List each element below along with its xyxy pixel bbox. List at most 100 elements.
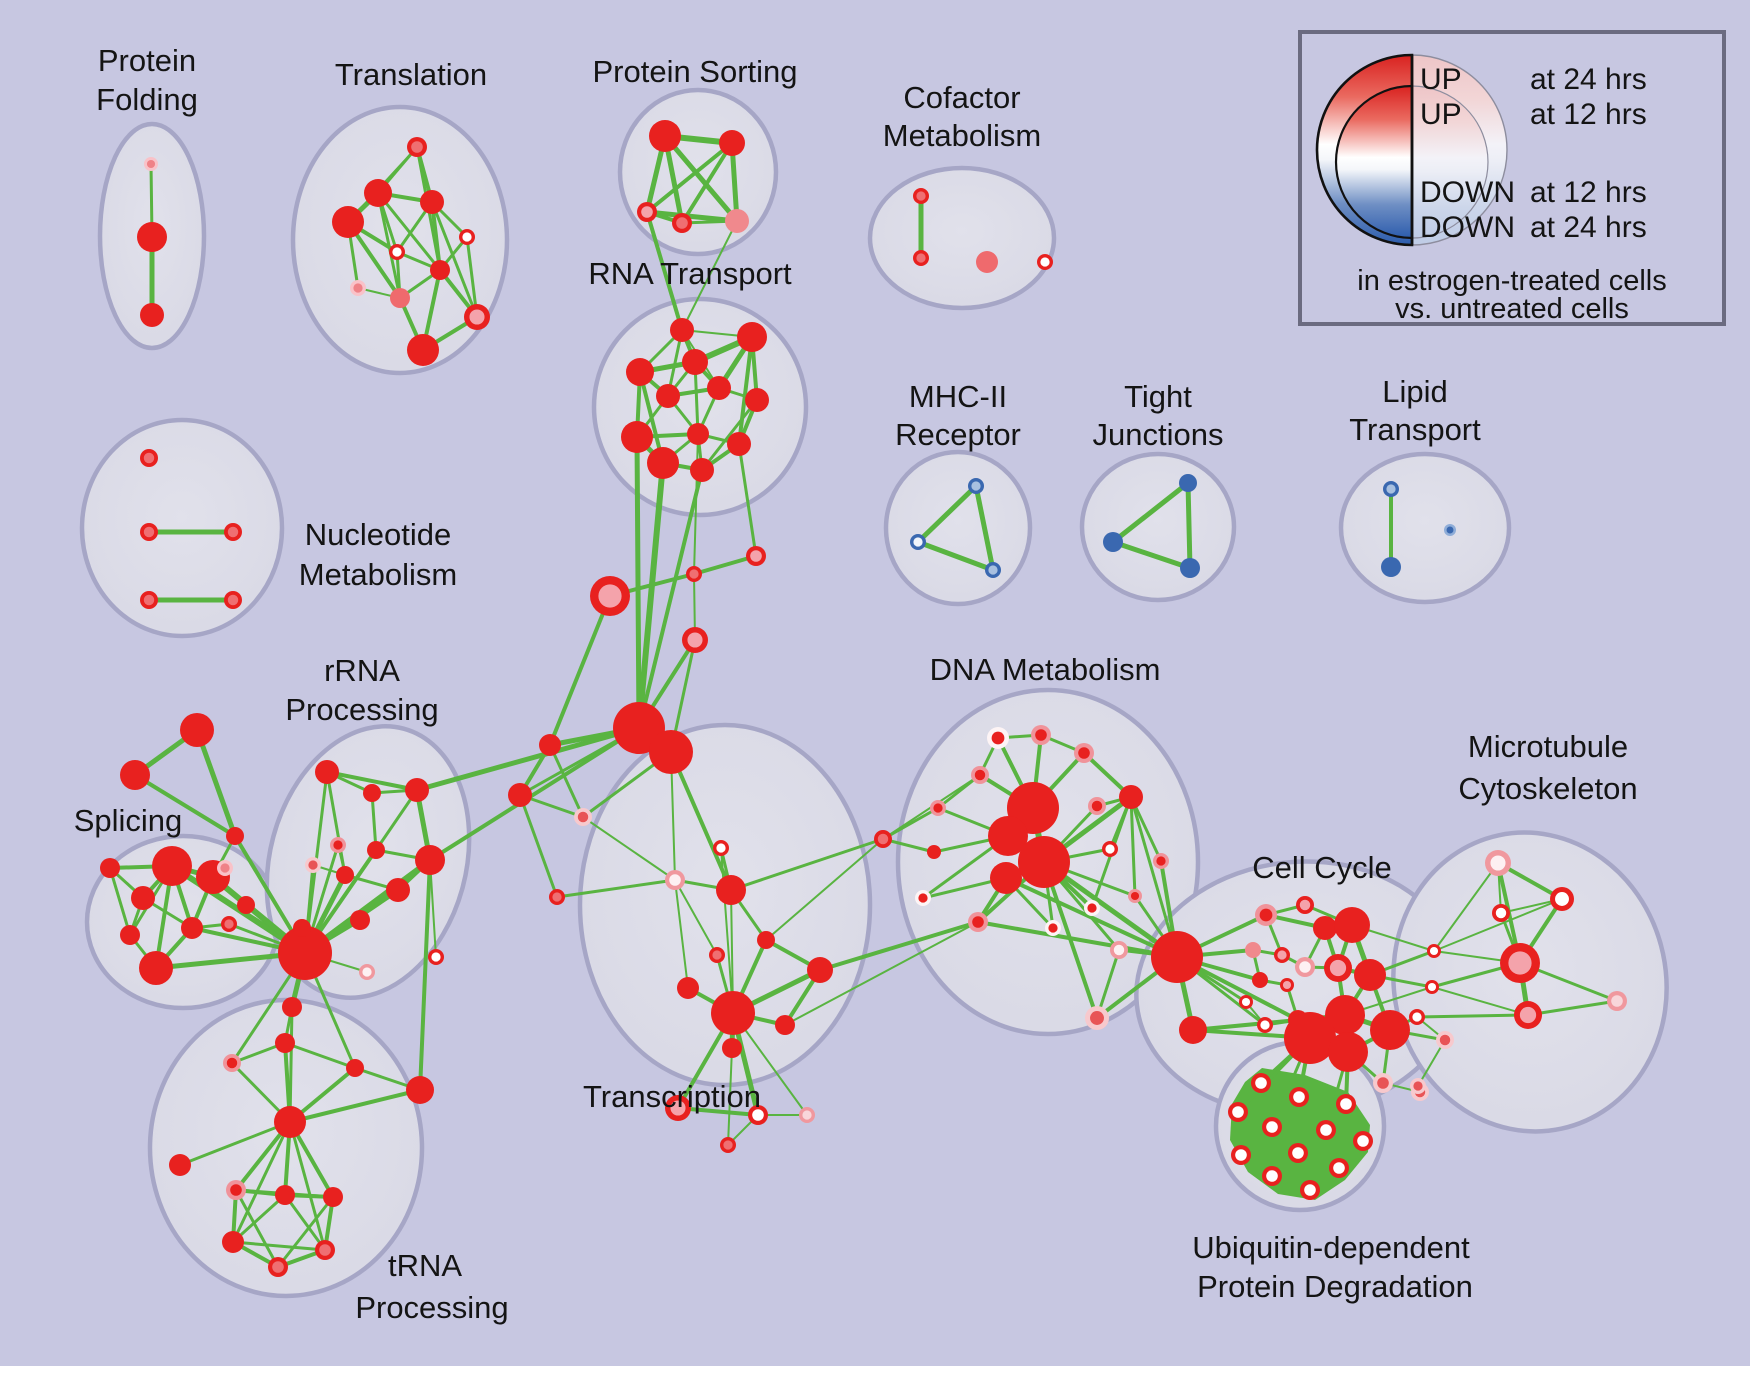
gene-node-cc0 — [1151, 931, 1203, 983]
cluster-label-tight-junctions: Tight — [1124, 379, 1192, 414]
gene-node-m3 — [406, 1076, 434, 1104]
edge-rr1-rr6 — [370, 791, 378, 852]
cluster-label-protein-folding: Protein — [98, 43, 196, 78]
gene-node-ub7 — [1231, 1145, 1251, 1165]
edge-ch4-tx0 — [582, 816, 676, 881]
gene-node-rt6 — [745, 388, 769, 412]
edge-mt7-mt8 — [1526, 999, 1619, 1017]
legend-term-3: DOWN — [1420, 211, 1515, 244]
gene-node-rr4 — [305, 857, 321, 873]
gene-node-cc18 — [1284, 1012, 1336, 1064]
gene-node-lp1 — [1381, 557, 1401, 577]
gene-node-rt4 — [707, 376, 731, 400]
edge-tl4-tl9 — [465, 235, 479, 319]
gene-node-dm17 — [1153, 853, 1169, 869]
gene-node-dm14 — [1045, 920, 1061, 936]
gene-node-nm4 — [224, 591, 242, 609]
gene-node-cc14 — [1257, 1017, 1273, 1033]
gene-node-dm21 — [874, 830, 892, 848]
gene-node-mt8 — [1607, 991, 1627, 1011]
gene-node-ub2 — [1336, 1094, 1356, 1114]
legend-time-2: at 12 hrs — [1530, 176, 1647, 209]
gene-node-cc2 — [1255, 904, 1277, 926]
gene-node-dm11 — [927, 845, 941, 859]
gene-node-dm1 — [1031, 725, 1051, 745]
gene-node-mt7 — [1514, 1001, 1542, 1029]
edge-ps1-ps4 — [729, 140, 740, 224]
gene-node-bn3 — [682, 627, 708, 653]
gene-node-rt5 — [656, 384, 680, 408]
gene-node-tx9 — [665, 1095, 691, 1121]
gene-node-tx12 — [720, 1137, 736, 1153]
edge-rt1-rt9 — [737, 335, 754, 446]
cluster-label-protein-sorting: Protein Sorting — [592, 54, 797, 89]
gene-node-dm12 — [915, 890, 931, 906]
gene-node-ub6 — [1353, 1131, 1373, 1151]
edge-ch2-ch4 — [548, 743, 585, 819]
edge-tx1-dm21 — [729, 837, 885, 892]
gene-node-rr9 — [350, 910, 370, 930]
gene-node-cf3 — [1037, 254, 1053, 270]
gene-node-cc6 — [1245, 942, 1261, 958]
cluster-label-cofactor-metabolism: Metabolism — [883, 118, 1042, 153]
gene-node-ub5 — [1316, 1120, 1336, 1140]
gene-node-rr6 — [367, 841, 385, 859]
gene-node-tl0 — [407, 137, 427, 157]
cluster-ellipse-translation — [290, 104, 510, 376]
edge-ps1-ps2 — [645, 141, 734, 214]
cluster-label-trna-processing: Processing — [355, 1290, 508, 1325]
gene-node-sp0 — [152, 846, 192, 886]
edge-tx3-tx0 — [674, 879, 718, 956]
gene-node-lp2 — [1444, 524, 1456, 536]
gene-node-tb0 — [549, 889, 565, 905]
cluster-ellipse-mhc-ii-receptor — [883, 449, 1033, 607]
edge-rt7-ch0 — [634, 434, 642, 731]
gene-node-tn6 — [315, 1240, 335, 1260]
edge-tj0-tj1 — [1110, 480, 1191, 545]
edge-ps0-ps4 — [662, 133, 740, 224]
gene-node-dm4 — [930, 800, 946, 816]
gene-node-mh2 — [985, 562, 1001, 578]
gene-node-ub3 — [1228, 1102, 1248, 1122]
gene-node-bn0 — [746, 546, 766, 566]
cluster-ellipse-lipid-transport — [1338, 451, 1512, 605]
gene-node-tl1 — [364, 179, 392, 207]
gene-node-tl5 — [389, 244, 405, 260]
gene-node-rr7 — [415, 845, 445, 875]
edge-tj0-tj2 — [1185, 480, 1193, 571]
cluster-label-cofactor-metabolism: Cofactor — [903, 80, 1020, 115]
gene-node-m2 — [346, 1059, 364, 1077]
gene-node-ub11 — [1300, 1180, 1320, 1200]
legend: UP at 24 hrs UP at 12 hrs DOWN at 12 hrs DOWN a… — [1298, 30, 1726, 326]
gene-node-cc10 — [1354, 959, 1386, 991]
cluster-label-transcription: Transcription — [583, 1079, 761, 1114]
gene-node-sp8 — [120, 925, 140, 945]
gene-node-tl2 — [420, 190, 444, 214]
gene-node-rt7 — [621, 421, 653, 453]
gene-node-m5 — [428, 949, 444, 965]
edge-cc0-dm5 — [1129, 795, 1179, 959]
gene-node-tx3 — [709, 947, 725, 963]
gene-node-th — [274, 1106, 306, 1138]
gene-node-rr0 — [315, 760, 339, 784]
gene-node-ub1 — [1289, 1087, 1309, 1107]
gene-node-tx8 — [722, 1038, 742, 1058]
gene-node-tn1 — [169, 1154, 191, 1176]
gene-node-nm3 — [140, 591, 158, 609]
gene-node-ps1 — [719, 130, 745, 156]
edge-sp3-sp8 — [108, 866, 132, 937]
edge-rt11-ch0 — [637, 468, 704, 730]
gene-node-sp5 — [181, 917, 203, 939]
legend-term-1: UP — [1420, 98, 1462, 131]
gene-node-rt0 — [670, 318, 694, 342]
gene-node-ch4 — [574, 808, 592, 826]
edge-tx13-tx6 — [720, 847, 734, 1014]
edge-m4-th — [288, 1005, 294, 1124]
edge-tl1-tl6 — [376, 191, 442, 272]
gene-node-tx0 — [665, 870, 685, 890]
gene-node-tx5 — [677, 977, 699, 999]
edge-tx9-tx10 — [676, 1106, 760, 1117]
gene-node-rr1 — [363, 784, 381, 802]
gene-node-m0 — [223, 1054, 241, 1072]
legend-box — [1298, 30, 1726, 326]
